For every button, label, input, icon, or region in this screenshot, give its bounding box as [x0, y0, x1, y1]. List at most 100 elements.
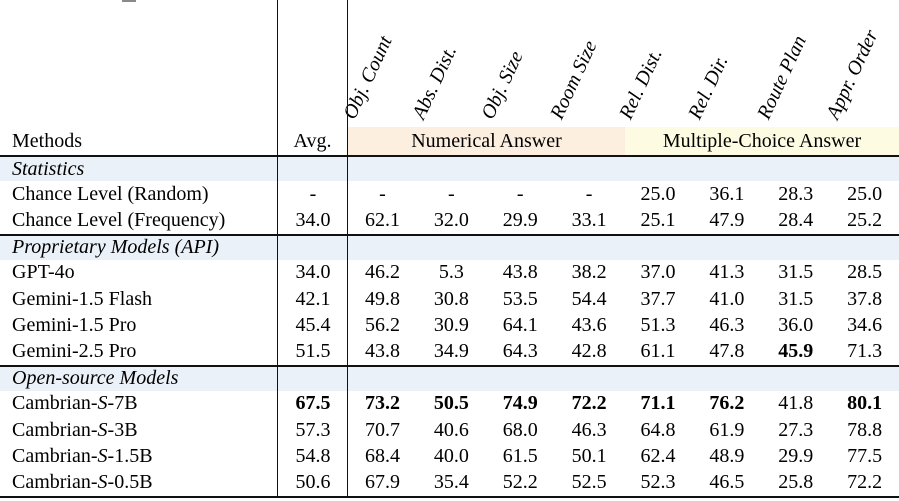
vertical-rule-methods	[277, 0, 278, 498]
avg-value-cell: 34.0	[295, 261, 331, 284]
numerical-answer-band: Numerical Answer	[348, 127, 625, 155]
value-cells: 73.2 50.5 74.9 72.2 71.1 76.2 41.8 80.1	[348, 392, 899, 415]
vertical-rule-avg	[347, 0, 348, 498]
value-cell: 49.8	[364, 287, 400, 310]
rotated-column-header-label: Obj. Count	[339, 32, 398, 123]
value-cell: 52.2	[502, 471, 538, 494]
method-name-cell: Cambrian-S-0.5B	[0, 471, 278, 494]
table-row: Cambrian-S-7B 67.5 73.2 50.5 74.9 72.2 71.1 76.…	[0, 391, 899, 417]
method-name-segment: S	[97, 418, 108, 441]
value-cell: 34.9	[433, 340, 469, 363]
value-cells: 70.7 40.6 68.0 46.3 64.8 61.9 27.3 78.8	[348, 419, 899, 442]
method-name-cell: Gemini-1.5 Flash	[0, 288, 278, 311]
method-name-cell: Cambrian-S-3B	[0, 419, 278, 442]
method-name-segment: Cambrian-	[12, 392, 98, 415]
value-cell: 35.4	[433, 471, 469, 494]
avg-value-cell: -	[309, 182, 317, 205]
value-cell: 67.9	[364, 471, 400, 494]
value-cell: 28.5	[847, 261, 883, 284]
value-cells: 67.9 35.4 52.2 52.5 52.3 46.5 25.8 72.2	[348, 471, 899, 494]
value-cell: 73.2	[364, 392, 400, 415]
value-cell: 43.8	[364, 340, 400, 363]
method-name-segment: -1.5B	[107, 445, 153, 468]
value-cell: 80.1	[847, 392, 883, 415]
section-label: Statistics	[12, 157, 85, 180]
method-name-segment: -0.5B	[107, 471, 153, 494]
section-divider-rule	[0, 364, 899, 367]
value-cell: 52.3	[640, 471, 676, 494]
value-cell: 61.5	[502, 445, 538, 468]
table-row: GPT-4o 34.0 46.2 5.3 43.8 38.2 37.0 41.3 31.5 28.…	[0, 260, 899, 286]
value-cell: -	[447, 182, 455, 205]
method-name-segment: S	[97, 392, 108, 415]
rotated-column-header-label: Rel. Dir.	[683, 52, 733, 123]
value-cell: 33.1	[571, 208, 607, 231]
value-cell: 52.5	[571, 471, 607, 494]
value-cell: 40.6	[433, 418, 469, 441]
numerical-answer-label: Numerical Answer	[411, 129, 562, 152]
value-cell: 43.8	[502, 261, 538, 284]
value-cell: 31.5	[778, 287, 814, 310]
method-name-segment: Cambrian-	[12, 471, 98, 494]
value-cells: 46.2 5.3 43.8 38.2 37.0 41.3 31.5 28.5	[348, 261, 899, 284]
method-name-segment: Gemini-1.5 Flash	[12, 287, 152, 310]
value-cell: 50.5	[433, 392, 469, 415]
value-cell: 43.6	[571, 313, 607, 336]
methods-column-header: Methods	[12, 130, 82, 152]
value-cell: 72.2	[847, 471, 883, 494]
value-cell: 25.0	[847, 182, 883, 205]
value-cell: 30.9	[433, 313, 469, 336]
avg-value-cell: 42.1	[295, 287, 331, 310]
method-name-cell: Cambrian-S-1.5B	[0, 445, 278, 468]
value-cell: 77.5	[847, 445, 883, 468]
method-name-cell: Chance Level (Random)	[0, 183, 278, 206]
value-cell: 5.3	[438, 261, 464, 284]
value-cell: 25.1	[640, 208, 676, 231]
value-cell: 46.5	[709, 471, 745, 494]
multiple-choice-answer-label: Multiple-Choice Answer	[662, 129, 862, 152]
value-cell: 36.1	[709, 182, 745, 205]
value-cell: 27.3	[778, 418, 814, 441]
value-cell: 54.4	[571, 287, 607, 310]
section-header-row: Proprietary Models (API)	[0, 235, 899, 260]
rotated-column-header-label: Route Plan	[752, 32, 811, 123]
value-cell: 25.0	[640, 182, 676, 205]
rotated-column-header-label: Abs. Dist.	[408, 42, 462, 123]
value-cell: 61.1	[640, 340, 676, 363]
value-cells: 62.1 32.0 29.9 33.1 25.1 47.9 28.4 25.2	[348, 209, 899, 232]
method-name-cell: Gemini-1.5 Pro	[0, 314, 278, 337]
value-cell: 51.3	[640, 313, 676, 336]
value-cell: 56.2	[364, 313, 400, 336]
value-cell: 61.9	[709, 418, 745, 441]
value-cell: 30.8	[433, 287, 469, 310]
value-cell: 41.8	[778, 392, 814, 415]
table-row: Gemini-1.5 Pro 45.4 56.2 30.9 64.1 43.6 51.3 46…	[0, 312, 899, 338]
method-name-cell: Cambrian-S-7B	[0, 392, 278, 415]
value-cell: 48.9	[709, 445, 745, 468]
value-cell: 62.1	[364, 208, 400, 231]
value-cell: 32.0	[433, 208, 469, 231]
method-name-segment: Gemini-1.5 Pro	[12, 313, 137, 336]
avg-value-cell: 51.5	[295, 340, 331, 363]
method-name-segment: GPT-4o	[12, 261, 75, 284]
table-row: Cambrian-S-3B 57.3 70.7 40.6 68.0 46.3 64.8 61.…	[0, 417, 899, 443]
value-cell: -	[379, 182, 386, 205]
value-cell: 40.0	[433, 445, 469, 468]
value-cell: 41.0	[709, 287, 745, 310]
value-cell: 28.3	[778, 182, 814, 205]
method-name-cell: GPT-4o	[0, 261, 278, 284]
avg-value-cell: 45.4	[295, 313, 331, 336]
value-cell: 34.6	[847, 313, 883, 336]
section-label: Open-source Models	[12, 367, 179, 390]
value-cell: 78.8	[847, 418, 883, 441]
method-name-segment: -7B	[107, 392, 138, 415]
value-cell: 37.0	[640, 261, 676, 284]
value-cell: 47.9	[709, 208, 745, 231]
section-divider-rule	[0, 233, 899, 236]
method-name-cell: Chance Level (Frequency)	[0, 209, 278, 232]
method-name-segment: Gemini-2.5 Pro	[12, 340, 137, 363]
table-row: Cambrian-S-0.5B 50.6 67.9 35.4 52.2 52.5 52.3 4…	[0, 470, 899, 496]
value-cell: 37.8	[847, 287, 883, 310]
method-name-segment: S	[97, 471, 108, 494]
table-row: Chance Level (Frequency) 34.0 62.1 32.0 29.9…	[0, 207, 899, 233]
